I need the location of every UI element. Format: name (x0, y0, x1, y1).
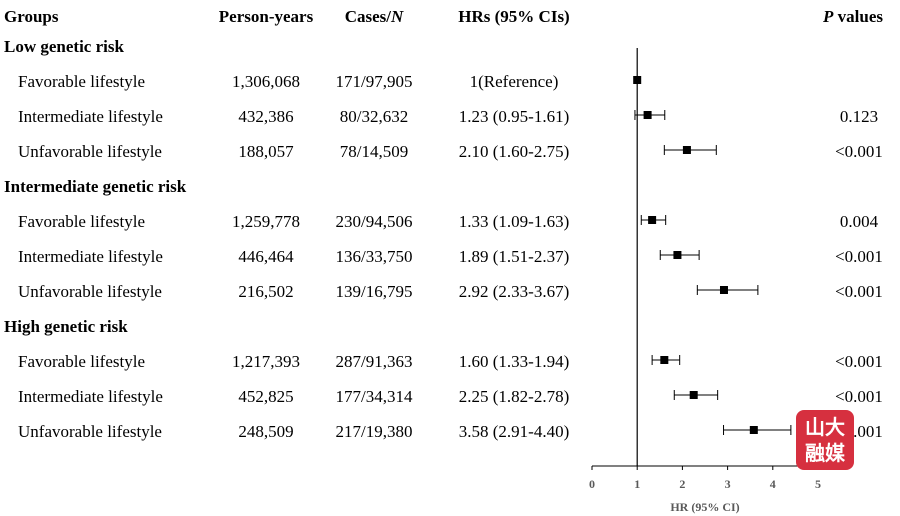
row-label: Favorable lifestyle (18, 212, 145, 231)
row-label: Intermediate lifestyle (18, 247, 163, 266)
x-tick-label: 5 (815, 477, 821, 491)
cases-cell: 136/33,750 (335, 247, 413, 266)
person-years-cell: 248,509 (238, 422, 294, 441)
hr-point (689, 391, 698, 399)
row-label: Favorable lifestyle (18, 352, 145, 371)
hr-point (643, 111, 652, 119)
p-value-cell: <0.001 (835, 352, 883, 371)
row-label: Unfavorable lifestyle (18, 142, 162, 161)
x-tick-label: 0 (589, 477, 595, 491)
hr-point (660, 356, 669, 364)
person-years-cell: 188,057 (238, 142, 294, 161)
hr-cell: 3.58 (2.91-4.40) (458, 422, 570, 441)
group-label-low: Low genetic risk (4, 37, 124, 56)
x-axis-label: HR (95% CI) (670, 500, 739, 514)
x-tick-label: 4 (770, 477, 776, 491)
header-groups: Groups (4, 7, 59, 26)
row-label: Favorable lifestyle (18, 72, 145, 91)
hr-cell: 1.23 (0.95-1.61) (458, 107, 570, 126)
p-value-cell: <0.001 (835, 142, 883, 161)
hr-cell: 1.89 (1.51-2.37) (458, 247, 570, 266)
header-p-values: P values (823, 8, 883, 25)
hr-point (633, 76, 642, 84)
cases-cell: 217/19,380 (335, 422, 413, 441)
group-label-intermediate: Intermediate genetic risk (4, 177, 187, 196)
cases-cell: 171/97,905 (335, 72, 413, 91)
hr-cell: 1.33 (1.09-1.63) (458, 212, 570, 231)
hr-point (682, 146, 691, 154)
person-years-cell: 452,825 (238, 387, 294, 406)
cases-cell: 177/34,314 (335, 387, 413, 406)
p-value-cell: <0.001 (835, 387, 883, 406)
p-value-cell: <0.001 (835, 282, 883, 301)
cases-cell: 80/32,632 (339, 107, 409, 126)
cases-cell: 78/14,509 (339, 142, 409, 161)
watermark-line2: 融媒 (805, 441, 845, 465)
person-years-cell: 446,464 (238, 247, 294, 266)
header-hrs: HRs (95% CIs) (458, 7, 570, 26)
hr-cell: 1(Reference) (469, 72, 559, 91)
hr-point (673, 251, 682, 259)
hr-point (648, 216, 657, 224)
row-label: Intermediate lifestyle (18, 107, 163, 126)
x-tick-label: 2 (679, 477, 685, 491)
p-value-cell: 0.004 (839, 212, 879, 231)
header-cases: Cases/N (345, 8, 404, 25)
header-p-letter: P (823, 7, 834, 26)
x-tick-label: 3 (725, 477, 731, 491)
cases-cell: 139/16,795 (335, 282, 413, 301)
x-tick-label: 1 (634, 477, 640, 491)
person-years-cell: 1,306,068 (232, 72, 300, 91)
p-value-cell: <0.001 (835, 247, 883, 266)
person-years-cell: 432,386 (238, 107, 294, 126)
hr-point (749, 426, 758, 434)
person-years-cell: 1,217,393 (232, 352, 300, 371)
row-label: Unfavorable lifestyle (18, 282, 162, 301)
hr-cell: 2.10 (1.60-2.75) (458, 142, 570, 161)
header-p-suffix: values (833, 7, 883, 26)
hr-cell: 1.60 (1.33-1.94) (458, 352, 570, 371)
row-label: Intermediate lifestyle (18, 387, 163, 406)
person-years-cell: 216,502 (238, 282, 294, 301)
watermark-logo: 山大 融媒 (796, 410, 854, 470)
header-cases-prefix: Cases/ (344, 7, 391, 26)
hr-cell: 2.25 (1.82-2.78) (458, 387, 570, 406)
cases-cell: 287/91,363 (335, 352, 413, 371)
row-label: Unfavorable lifestyle (18, 422, 162, 441)
cases-cell: 230/94,506 (335, 212, 413, 231)
p-value-cell: 0.123 (839, 107, 879, 126)
header-person-years: Person-years (218, 7, 314, 26)
hr-cell: 2.92 (2.33-3.67) (458, 282, 570, 301)
person-years-cell: 1,259,778 (232, 212, 300, 231)
hr-point (719, 286, 728, 294)
group-label-high: High genetic risk (4, 317, 128, 336)
header-cases-n: N (391, 7, 404, 26)
watermark-line1: 山大 (805, 415, 845, 439)
